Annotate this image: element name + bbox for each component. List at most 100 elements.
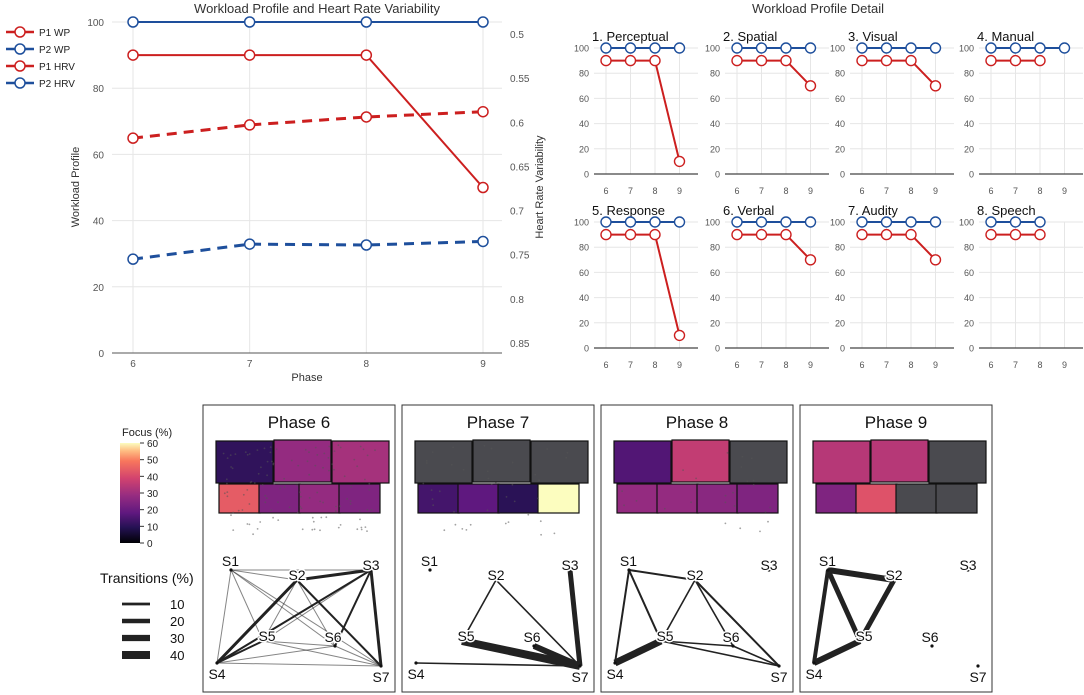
main-x-axis-label: Phase: [291, 372, 322, 384]
state-node-label: S3: [959, 557, 976, 573]
detail-y-tick: 40: [964, 119, 974, 129]
data-point-p2-wp: [477, 16, 489, 28]
gaze-point: [513, 500, 516, 503]
transition-edge: [230, 569, 336, 647]
state-node: [414, 661, 418, 665]
gaze-point: [323, 452, 326, 455]
state-node-label: S4: [208, 666, 225, 682]
gaze-point: [339, 524, 342, 526]
state-node-label: S1: [819, 553, 836, 569]
gaze-point: [226, 491, 229, 493]
gaze-point: [537, 497, 539, 500]
gaze-point: [277, 501, 279, 503]
detail-panel: 1. Perceptual 0 20 40 60 80 100 6 7 8 9: [574, 29, 698, 196]
state-node: [966, 568, 970, 572]
gaze-point: [349, 500, 352, 503]
detail-data-point-p2: [985, 42, 997, 54]
detail-x-tick: 6: [988, 360, 993, 370]
data-point-p2-wp: [127, 16, 139, 28]
main-grid: 0 20 40 60 80 100 6 7 8 9 0.5 0.55 0.6 0.65 0.7 0.75 0.8…: [87, 18, 530, 370]
gaze-point: [301, 528, 304, 531]
state-node-label: S5: [258, 628, 275, 644]
detail-series-line-p1: [862, 233, 937, 261]
state-node-label: S3: [362, 557, 379, 573]
detail-data-point-p1: [624, 228, 637, 241]
transition-edge: [216, 569, 372, 664]
gaze-point: [335, 505, 337, 508]
focus-tick-label: 30: [147, 489, 159, 500]
state-node-label: S3: [760, 557, 777, 573]
legend-entry: P1 WP: [39, 28, 70, 39]
gaze-point: [374, 449, 376, 452]
detail-panel-title: 8. Speech: [977, 203, 1036, 218]
gaze-point: [273, 483, 276, 485]
detail-y-tick: 40: [710, 119, 720, 129]
state-node-label: S1: [620, 553, 637, 569]
gaze-point: [248, 453, 251, 455]
gaze-point: [469, 523, 472, 526]
screen-bottom-area: [417, 483, 460, 514]
detail-data-point-p2: [1009, 216, 1022, 228]
detail-panel-title: 1. Perceptual: [592, 29, 669, 44]
detail-x-tick: 9: [1062, 186, 1067, 196]
gaze-point: [431, 451, 434, 453]
transition-edge: [694, 579, 734, 647]
state-node: [229, 568, 233, 572]
gaze-point: [511, 461, 514, 464]
gaze-point: [338, 505, 341, 508]
main-y-axis-label: Workload Profile: [70, 147, 82, 228]
state-node: [460, 639, 464, 643]
main-y2-tick: 0.65: [510, 162, 530, 173]
main-y2-tick: 0.7: [510, 207, 524, 218]
gaze-point: [249, 481, 252, 484]
transition-edge: [296, 579, 336, 647]
gaze-point: [759, 530, 761, 533]
gaze-point: [682, 469, 684, 471]
detail-x-tick: 7: [759, 360, 764, 370]
screen-bottom-area: [696, 483, 739, 514]
gaze-point: [232, 511, 235, 514]
gaze-point: [313, 528, 316, 531]
gaze-point: [337, 444, 340, 447]
legend-swatch-marker: [14, 77, 26, 89]
transition-edge: [812, 569, 830, 664]
gaze-point: [663, 507, 666, 510]
data-point-p1-wp: [477, 181, 489, 194]
detail-x-tick: 8: [1037, 186, 1042, 196]
gaze-point: [752, 479, 755, 482]
focus-tick-label: 50: [147, 456, 159, 467]
screen-bottom-area: [736, 483, 779, 514]
gaze-point: [271, 460, 273, 463]
transition-edge: [262, 640, 382, 667]
gaze-point: [226, 495, 229, 498]
main-y2-tick: 0.85: [510, 339, 530, 350]
screen-top-area: [331, 440, 390, 484]
gaze-point: [733, 505, 736, 507]
detail-data-point-p1: [929, 80, 942, 92]
gaze-point: [225, 478, 228, 481]
gaze-point: [465, 529, 468, 531]
state-node: [892, 578, 896, 582]
main-y-tick: 60: [93, 150, 105, 161]
transition-edge: [825, 568, 863, 643]
gaze-point: [695, 477, 697, 480]
gaze-point: [296, 484, 298, 487]
detail-data-point-p1: [1034, 54, 1046, 67]
gaze-point: [368, 482, 371, 485]
data-point-p1-wp: [360, 49, 373, 61]
detail-x-tick: 9: [933, 186, 938, 196]
gaze-point: [346, 498, 348, 500]
detail-data-point-p2: [1009, 42, 1022, 54]
detail-y-tick: 80: [579, 69, 589, 79]
detail-data-point-p1: [856, 54, 868, 67]
gaze-point: [266, 474, 268, 477]
gaze-point: [230, 514, 232, 516]
gaze-point: [237, 509, 240, 512]
detail-x-tick: 7: [1013, 360, 1018, 370]
detail-data-point-p1: [755, 228, 768, 241]
main-y2-tick: 0.8: [510, 295, 524, 306]
detail-x-tick: 6: [734, 186, 739, 196]
series-line-p2-hrv: [132, 239, 484, 261]
detail-panel-title: 5. Response: [592, 203, 665, 218]
transition-edge: [613, 637, 663, 667]
